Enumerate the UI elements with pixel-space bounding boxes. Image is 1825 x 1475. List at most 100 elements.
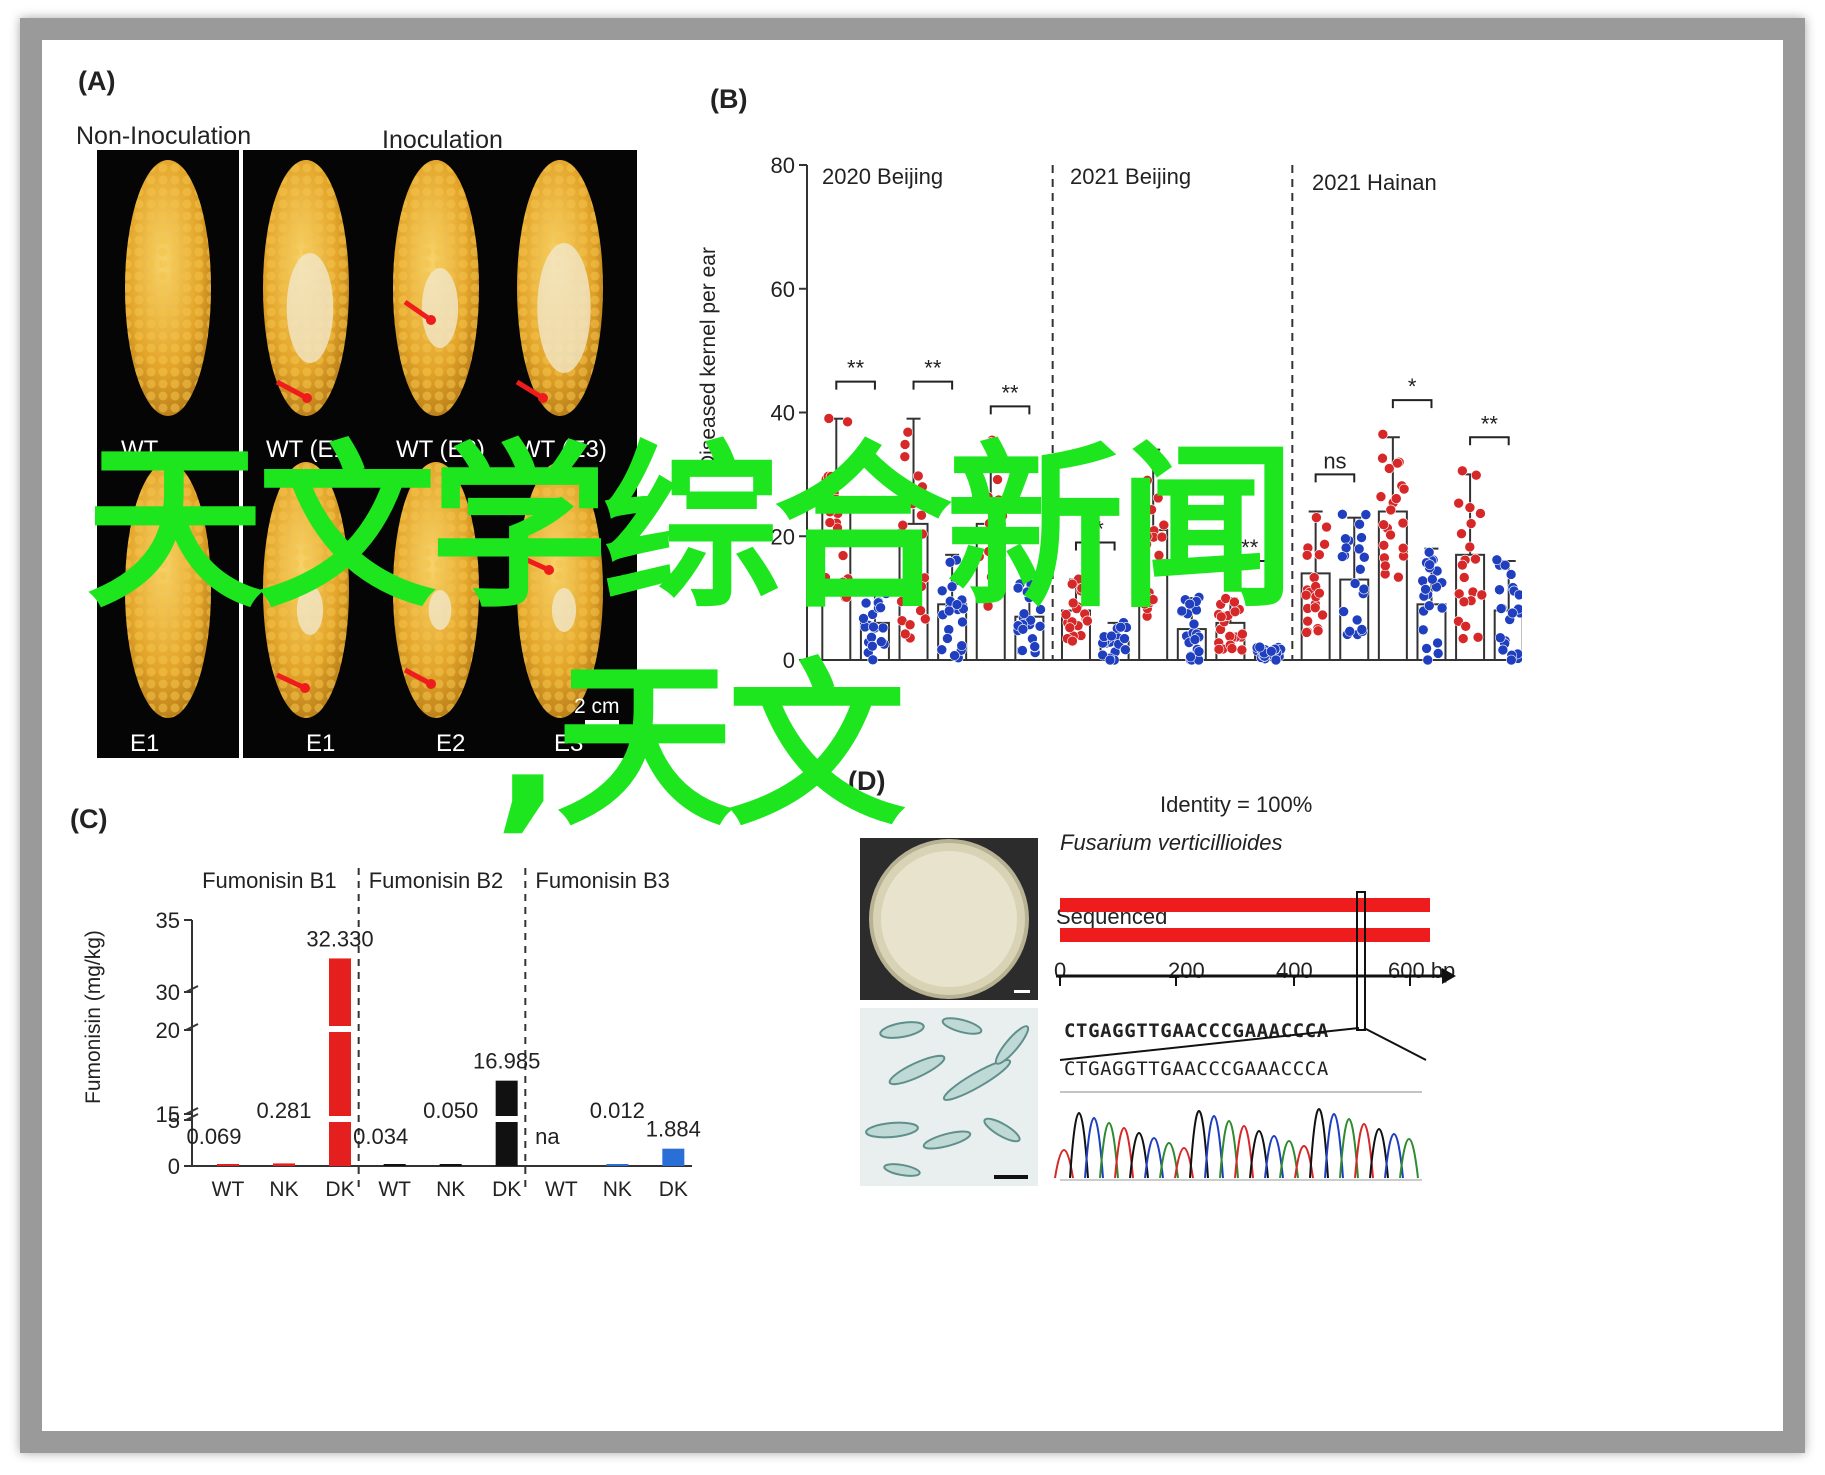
data-point (1397, 517, 1409, 529)
group-label-b-3: 2021 Hainan (1312, 170, 1437, 195)
data-point (1358, 583, 1370, 595)
data-point (1377, 429, 1389, 440)
x-tick-label: WT (545, 1178, 578, 1198)
data-point (956, 640, 968, 651)
value-label: 0.050 (423, 1098, 478, 1123)
scale-bar-label: 2 cm (574, 695, 620, 718)
significance-bracket (1391, 399, 1433, 409)
data-point (982, 600, 994, 612)
y-tick-label: 15 (156, 1102, 180, 1127)
data-point (991, 565, 1002, 577)
data-point (1176, 605, 1188, 617)
value-label: 32.330 (306, 926, 373, 951)
x-tick-label: DK (325, 1178, 354, 1198)
chromatogram-peak (1399, 1138, 1419, 1179)
data-point (1340, 533, 1351, 545)
data-point (1034, 621, 1046, 632)
data-point (1300, 589, 1312, 601)
data-point (990, 450, 1002, 462)
data-point (1424, 600, 1435, 611)
data-point (1453, 497, 1464, 509)
data-point (899, 451, 911, 462)
value-label: 0.034 (353, 1124, 408, 1149)
group-label: Fumonisin B1 (202, 868, 337, 893)
data-point (868, 621, 879, 633)
data-point (944, 556, 956, 568)
data-point (1236, 644, 1248, 656)
sequenced-alignment-bar (1060, 928, 1430, 942)
data-point (907, 498, 919, 509)
data-point (912, 470, 924, 482)
data-point (1398, 483, 1410, 495)
data-point (1337, 551, 1348, 562)
red-arrow (275, 672, 307, 691)
red-arrow (403, 299, 433, 323)
x-tick-label: WT (212, 1178, 245, 1198)
data-point (1378, 519, 1389, 531)
data-point (1308, 572, 1320, 583)
value-label: 1.884 (646, 1117, 701, 1142)
value-label: 16.985 (473, 1049, 540, 1074)
data-point (1453, 588, 1465, 600)
significance-bracket (1229, 560, 1271, 569)
data-point (1421, 643, 1432, 654)
corn-photo (97, 150, 637, 758)
chromatogram-peak (1264, 1135, 1284, 1179)
data-point (1146, 504, 1157, 515)
bar (1455, 553, 1486, 661)
data-point (1359, 551, 1370, 563)
data-point (1432, 648, 1444, 659)
x-tick-label: WT (1213, 672, 1247, 675)
y-tick-label: 5 (168, 1108, 180, 1133)
watermark-line-1: 天文学综合新闻 (86, 425, 1296, 632)
data-point (1351, 614, 1363, 626)
x-tick-label: WT (1136, 672, 1170, 675)
data-point (837, 576, 849, 588)
data-point (1312, 625, 1324, 637)
data-point (1152, 492, 1164, 504)
data-point (1356, 624, 1368, 635)
data-point (1142, 474, 1153, 486)
panel-a-label: (A) (78, 66, 116, 96)
panel-d-label: (D) (848, 766, 886, 796)
reference-alignment-bar (1060, 898, 1430, 912)
data-point (1034, 579, 1046, 591)
data-point (1470, 553, 1481, 565)
data-point (1189, 634, 1201, 645)
sequence-query: CTGAGGTTGAACCCGAAACCCA (1064, 1058, 1329, 1080)
data-point (1082, 615, 1093, 627)
bar (273, 1163, 295, 1166)
data-point (1314, 587, 1325, 599)
data-point (1097, 649, 1108, 661)
data-point (1184, 598, 1196, 610)
data-point (1017, 645, 1028, 656)
data-point (993, 494, 1004, 506)
data-point (936, 585, 948, 597)
chromatogram-peak (1249, 1130, 1269, 1179)
significance-bracket (1469, 436, 1510, 446)
chromatogram-peak (1324, 1113, 1344, 1179)
data-point (1266, 645, 1277, 657)
data-point (942, 633, 953, 644)
data-point (896, 596, 907, 607)
x-tick-label: NK (269, 1178, 298, 1198)
data-point (1457, 559, 1468, 571)
data-point (1424, 559, 1435, 570)
data-point (1491, 554, 1503, 566)
data-point (1420, 584, 1431, 595)
data-point (1193, 646, 1205, 657)
y-tick-label: 40 (771, 401, 795, 426)
data-point (899, 628, 911, 640)
data-point (1237, 628, 1248, 640)
ear-label-bottom-3: E2 (436, 730, 466, 757)
data-point (1397, 542, 1409, 554)
bar (495, 1080, 518, 1166)
data-point (1354, 563, 1366, 575)
data-point (824, 506, 836, 518)
data-point (878, 582, 889, 594)
data-point (1120, 644, 1131, 655)
data-point (867, 654, 879, 666)
chromatogram-peak (1234, 1125, 1254, 1179)
data-point (826, 496, 838, 508)
bar (662, 1148, 685, 1166)
